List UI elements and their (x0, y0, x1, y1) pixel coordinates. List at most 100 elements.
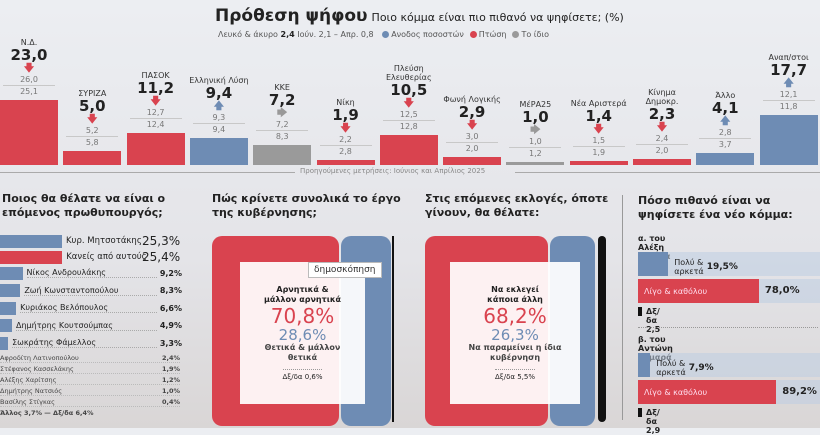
pm-minor-name: Στέφανος Κασσελάκης (0, 365, 74, 373)
party-name: ΣΥΡΙΖΑ (78, 88, 107, 98)
party-value: 4,1 (712, 99, 739, 118)
dotted-divider (638, 327, 818, 328)
pm-minor-value: 1,0% (161, 387, 180, 395)
pm-minor-value: 1,2% (161, 376, 180, 384)
party-value: 17,7 (770, 60, 808, 79)
party-bar (759, 114, 818, 165)
party-name: Νίκη (336, 97, 355, 107)
chart-title: Πρόθεση ψήφου Ποιο κόμμα είναι πιο πιθανό… (215, 6, 624, 26)
party-name: ΚΚΕ (274, 82, 290, 92)
party-bar (569, 161, 628, 165)
party-name: Κίνημα Δημοκρ. (645, 87, 679, 106)
tooltip: δημοσκόπηση (308, 262, 382, 278)
trend-down-arrow-icon: 🡇 (340, 122, 351, 134)
pm-minor-value: 0,4% (161, 398, 180, 406)
blank-value: 2,4 (280, 30, 295, 39)
pm-name: Σωκράτης Φάμελλος (12, 338, 157, 348)
trend-up-arrow-icon: 🡅 (213, 101, 225, 113)
trend-down-arrow-icon: 🡇 (403, 98, 414, 110)
high-text: Πολύ & αρκετά 19,5% (674, 258, 738, 276)
party-column: ΣΥΡΙΖΑ 5,0 🡇 5,2 5,8 (63, 0, 122, 165)
newparty-title: Πόσο πιθανό είναι να ψηφίσετε ένα νέο κό… (638, 194, 793, 221)
party-bar (253, 144, 312, 165)
pm-value: 6,6% (159, 303, 182, 313)
pm-minor-row: Αφροδίτη Λατινοπούλου 2,4% (0, 354, 180, 363)
elections-title: Στις επόμενες εκλογές, όποτε γίνουν, θα … (425, 192, 609, 219)
pm-value: 4,9% (159, 321, 182, 330)
pos-label: Να παραμείνει η ίδια κυβέρνηση (468, 343, 562, 362)
legend-label: Το ίδιο (521, 30, 549, 39)
previous-value-2: 5,8 (85, 137, 99, 147)
pm-minor-name: Αλέξης Χαρίτσης (0, 376, 57, 384)
party-value: 11,2 (137, 79, 175, 98)
pm-row: Δημήτρης Κουτσούμπας 4,9% (0, 319, 182, 333)
pm-bar (0, 266, 23, 280)
party-value: 1,9 (332, 105, 359, 124)
legend-label: Πτώση (478, 30, 507, 39)
previous-value-1: 2,8 (699, 127, 752, 140)
previous-value-2: 3,7 (718, 140, 732, 150)
party-column: Κίνημα Δημοκρ. 2,3 🡇 2,4 2,0 (633, 0, 691, 165)
previous-value-2: 2,0 (465, 143, 479, 153)
low-value: 78,0% (764, 285, 800, 296)
party-value: 5,0 (79, 96, 106, 115)
pos-value: 26,3% (491, 326, 539, 344)
pm-name: Κυριάκος Βελόπουλος (20, 303, 157, 313)
pm-value: 25,4% (142, 250, 181, 264)
dk-value: Δξ/δα 0,6% (282, 369, 323, 381)
previous-value-1: 2,4 (636, 133, 688, 145)
pm-row: Ζωή Κωνσταντοπούλου 8,3% (0, 284, 182, 298)
trend-down-arrow-icon: 🡇 (593, 124, 604, 136)
pm-footer: Άλλος 3,7% — Δξ/δα 6,4% (0, 409, 94, 417)
party-bar (633, 158, 691, 165)
previous-value-2: 1,2 (529, 149, 542, 159)
pm-minor-row: Στέφανος Κασσελάκης 1,9% (0, 365, 180, 374)
party-column: Νέα Αριστερά 1,4 🡇 1,5 1,9 (569, 0, 628, 165)
dk-bar (598, 236, 606, 422)
previous-value-1: 12,1 (762, 89, 815, 101)
pm-row: Κυρ. Μητσοτάκης 25,3% (0, 234, 182, 248)
gov-title: Πώς κρίνετε συνολικά το έργο της κυβέρνη… (212, 192, 401, 219)
pm-name: Κυρ. Μητσοτάκης (65, 236, 142, 246)
pm-row: Κανείς από αυτούς 25,4% (0, 250, 182, 264)
high-label: Πολύ & αρκετά (656, 359, 686, 377)
dk-bar (392, 236, 394, 422)
party-name: ΠΑΣΟΚ (141, 71, 170, 81)
dk-value: Δξ/δα 2,9 (646, 408, 661, 435)
pm-minor-name: Αφροδίτη Λατινοπούλου (0, 354, 79, 362)
pos-label: Θετικά & μάλλον θετικά (264, 343, 341, 362)
neg-value: 68,2% (483, 304, 547, 328)
party-column: Αναπ/στοι 17,7 🡅 12,1 11,8 (759, 0, 818, 165)
party-name: Φωνή Λογικής (443, 94, 501, 104)
party-column: Φωνή Λογικής 2,9 🡇 3,0 2,0 (443, 0, 502, 165)
pm-value: 9,2% (159, 268, 182, 278)
legend: Λευκό & άκυρο 2,4 Ιούν. 2,1 – Απρ. 0,8 Α… (218, 30, 549, 39)
previous-value-1: 9,3 (192, 112, 245, 125)
previous-measurements-note: Προηγούμενες μετρήσεις: Ιούνιος και Απρί… (0, 166, 820, 178)
pm-minor-value: 1,9% (161, 365, 180, 373)
dk-square-icon (638, 408, 642, 417)
previous-value-1: 26,0 (3, 74, 55, 86)
party-value: 1,0 (522, 108, 549, 127)
trend-down-arrow-icon: 🡇 (87, 113, 98, 125)
previous-value-2: 9,4 (212, 125, 226, 135)
party-bar (316, 159, 375, 165)
pm-row: Σωκράτης Φάμελλος 3,3% (0, 336, 182, 350)
previous-value-1: 3,0 (446, 131, 499, 143)
previous-value-2: 25,1 (20, 86, 38, 96)
pm-bar (0, 336, 9, 350)
legend-dot-icon (512, 31, 520, 38)
pm-bar (0, 301, 17, 315)
party-name: ΜέΡΑ25 (519, 100, 552, 110)
high-value: 7,9% (688, 363, 714, 373)
pm-bar (0, 319, 12, 332)
previous-value-1: 1,5 (572, 135, 625, 148)
high-label: Πολύ & αρκετά (674, 258, 704, 276)
party-value: 7,2 (268, 90, 296, 109)
legend-dot-icon (469, 31, 477, 38)
low-value: 89,2% (782, 386, 817, 397)
high-value: 19,5% (706, 262, 738, 272)
party-name: Ελληνική Λύση (189, 76, 249, 86)
low-bar: Λίγο & καθόλου (638, 380, 777, 404)
pm-value: 8,3% (159, 286, 182, 295)
